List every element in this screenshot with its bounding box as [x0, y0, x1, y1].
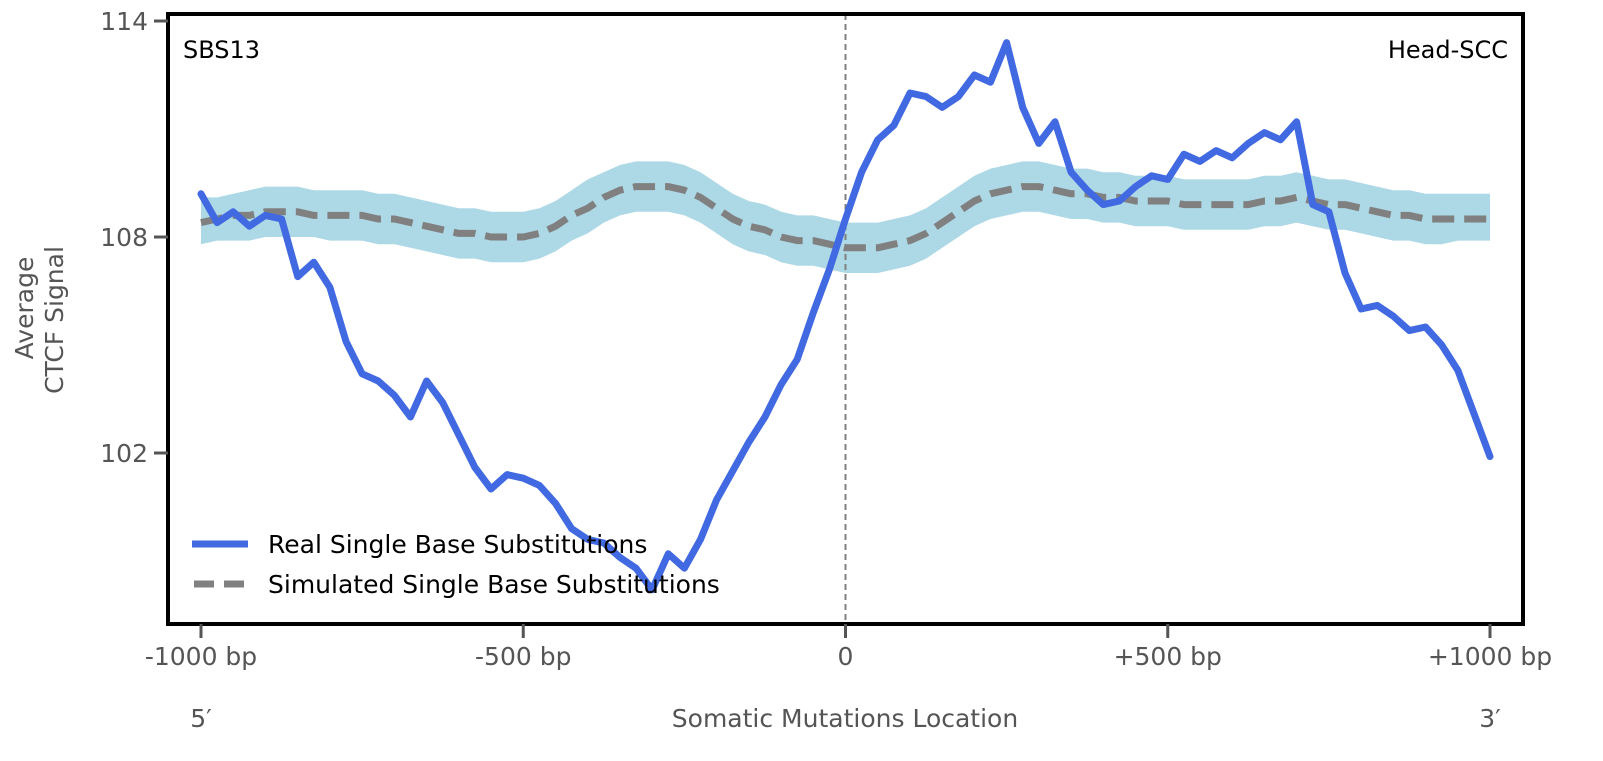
y-axis-title-line1: Average — [10, 257, 39, 360]
y-tick-label: 102 — [100, 439, 148, 468]
legend: Real Single Base Substitutions Simulated… — [192, 530, 720, 599]
x-tick-label: +1000 bp — [1428, 642, 1552, 671]
plot-area — [197, 14, 1494, 624]
simulated-sbs-line — [200, 183, 1490, 252]
x-tick-label: +500 bp — [1114, 642, 1222, 671]
x-tick-label: -500 bp — [475, 642, 571, 671]
five-prime-label: 5′ — [190, 704, 212, 733]
signature-label: SBS13 — [183, 36, 260, 64]
legend-real-label: Real Single Base Substitutions — [268, 530, 647, 559]
axes: 114 108 102 -1000 bp -500 bp 0 +500 bp +1000 bp — [100, 7, 1552, 671]
x-axis-title: Somatic Mutations Location — [672, 704, 1018, 733]
y-tick-label: 114 — [100, 7, 148, 36]
x-tick-label: 0 — [838, 642, 854, 671]
cancer-type-label: Head-SCC — [1388, 36, 1508, 64]
legend-simulated-label: Simulated Single Base Substitutions — [268, 570, 720, 599]
x-tick-label: -1000 bp — [145, 642, 257, 671]
real-sbs-line — [197, 39, 1494, 594]
simulated-confidence-band — [201, 161, 1490, 273]
three-prime-label: 3′ — [1479, 704, 1501, 733]
y-axis-title-line2: CTCF Signal — [40, 246, 69, 394]
y-tick-label: 108 — [100, 223, 148, 252]
